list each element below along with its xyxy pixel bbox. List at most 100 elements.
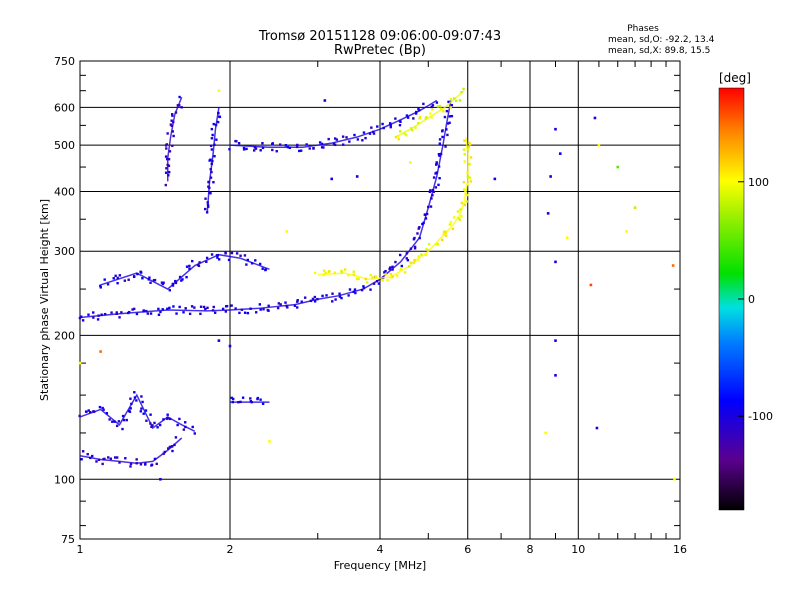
trace-dot <box>259 149 262 152</box>
trace-dot <box>171 120 175 124</box>
trace-dot <box>239 400 242 404</box>
trace-dot <box>204 197 207 200</box>
scatter-point <box>595 426 599 430</box>
trace-dot <box>441 135 444 139</box>
trace-dot <box>230 396 234 400</box>
trace-line <box>79 437 183 465</box>
trace-dot <box>165 147 168 150</box>
trace-2 <box>313 136 473 284</box>
trace-dot <box>437 183 440 187</box>
trace-dot <box>262 308 265 311</box>
trace-dot <box>427 205 430 209</box>
trace-dot <box>208 186 211 190</box>
trace-dot <box>206 201 209 204</box>
trace-dot <box>210 170 213 174</box>
trace-dot <box>460 201 464 205</box>
trace-dot <box>288 146 292 150</box>
trace-dot <box>207 205 210 208</box>
trace-dot <box>321 294 324 298</box>
trace-dot <box>205 211 209 214</box>
trace-dot <box>429 112 432 115</box>
scatter-point <box>355 175 359 178</box>
trace-dot <box>430 116 433 119</box>
trace-dot <box>389 266 392 269</box>
trace-dot <box>313 300 317 303</box>
trace-dot <box>460 90 463 94</box>
trace-dot <box>436 105 440 108</box>
trace-dot <box>431 104 435 107</box>
trace-dot <box>212 122 215 126</box>
trace-dot <box>102 408 105 411</box>
trace-dot <box>463 139 466 142</box>
trace-dot <box>347 294 350 297</box>
trace-dot <box>217 258 221 261</box>
trace-dot <box>112 277 115 280</box>
trace-dot <box>166 413 169 416</box>
trace-dot <box>110 311 113 314</box>
trace-dot <box>136 272 139 276</box>
trace-dot <box>409 127 413 130</box>
stats-line-x: mean, sd,X: 89.8, 15.5 <box>608 46 710 56</box>
trace-dot <box>409 261 413 264</box>
trace-dot <box>133 391 136 394</box>
trace-dot <box>469 156 473 159</box>
trace-dot <box>198 261 201 264</box>
trace-dot <box>202 305 206 309</box>
trace-line <box>100 253 270 290</box>
trace-dot <box>139 463 143 466</box>
trace-dot <box>365 281 369 284</box>
trace-dot <box>155 462 158 466</box>
stats-line-o: mean, sd,O: -92.2, 13.4 <box>608 35 715 45</box>
trace-dot <box>261 141 264 145</box>
trace-dot <box>296 143 299 147</box>
trace-line <box>229 99 438 149</box>
trace-dot <box>129 462 133 466</box>
trace-dot <box>377 282 381 285</box>
trace-dot <box>418 226 421 229</box>
trace-dot <box>140 407 143 410</box>
x-axis-label: Frequency [MHz] <box>334 559 426 572</box>
trace-dot <box>176 104 180 107</box>
trace-dot <box>362 285 365 288</box>
trace-dot <box>124 457 127 460</box>
trace-dot <box>261 402 265 406</box>
trace-dot <box>146 312 149 315</box>
trace-dot <box>449 97 453 101</box>
trace-1 <box>79 436 183 468</box>
trace-dot <box>416 258 419 261</box>
trace-dot <box>450 103 454 107</box>
scatter-point <box>493 177 497 181</box>
trace-dot <box>333 137 337 140</box>
trace-dot <box>391 268 394 271</box>
trace-dot <box>412 117 415 120</box>
trace-dot <box>184 425 187 429</box>
trace-dot <box>209 144 213 147</box>
trace-dot <box>101 406 104 410</box>
trace-dot <box>238 311 241 315</box>
trace-dot <box>89 456 92 460</box>
trace-dot <box>168 150 172 153</box>
trace-dot <box>464 189 467 193</box>
trace-dot <box>381 122 384 126</box>
trace-dot <box>108 418 111 421</box>
trace-dot <box>239 254 242 257</box>
trace-dot <box>141 277 144 280</box>
trace-dot <box>296 299 299 302</box>
trace-dot <box>454 99 458 102</box>
trace-dot <box>161 308 164 311</box>
trace-dot <box>424 217 428 220</box>
trace-dot <box>362 131 366 134</box>
scatter-point <box>565 236 569 240</box>
trace-dot <box>188 267 191 270</box>
trace-dot <box>340 296 343 300</box>
trace-dot <box>425 253 428 256</box>
trace-dot <box>396 134 399 138</box>
trace-dot <box>275 150 278 153</box>
trace-dot <box>168 417 172 421</box>
trace-dot <box>150 463 154 466</box>
trace-dot <box>438 138 442 141</box>
trace-dot <box>439 152 443 156</box>
scatter-point <box>268 440 271 443</box>
trace-dot <box>216 120 220 124</box>
trace-dot <box>165 167 168 170</box>
